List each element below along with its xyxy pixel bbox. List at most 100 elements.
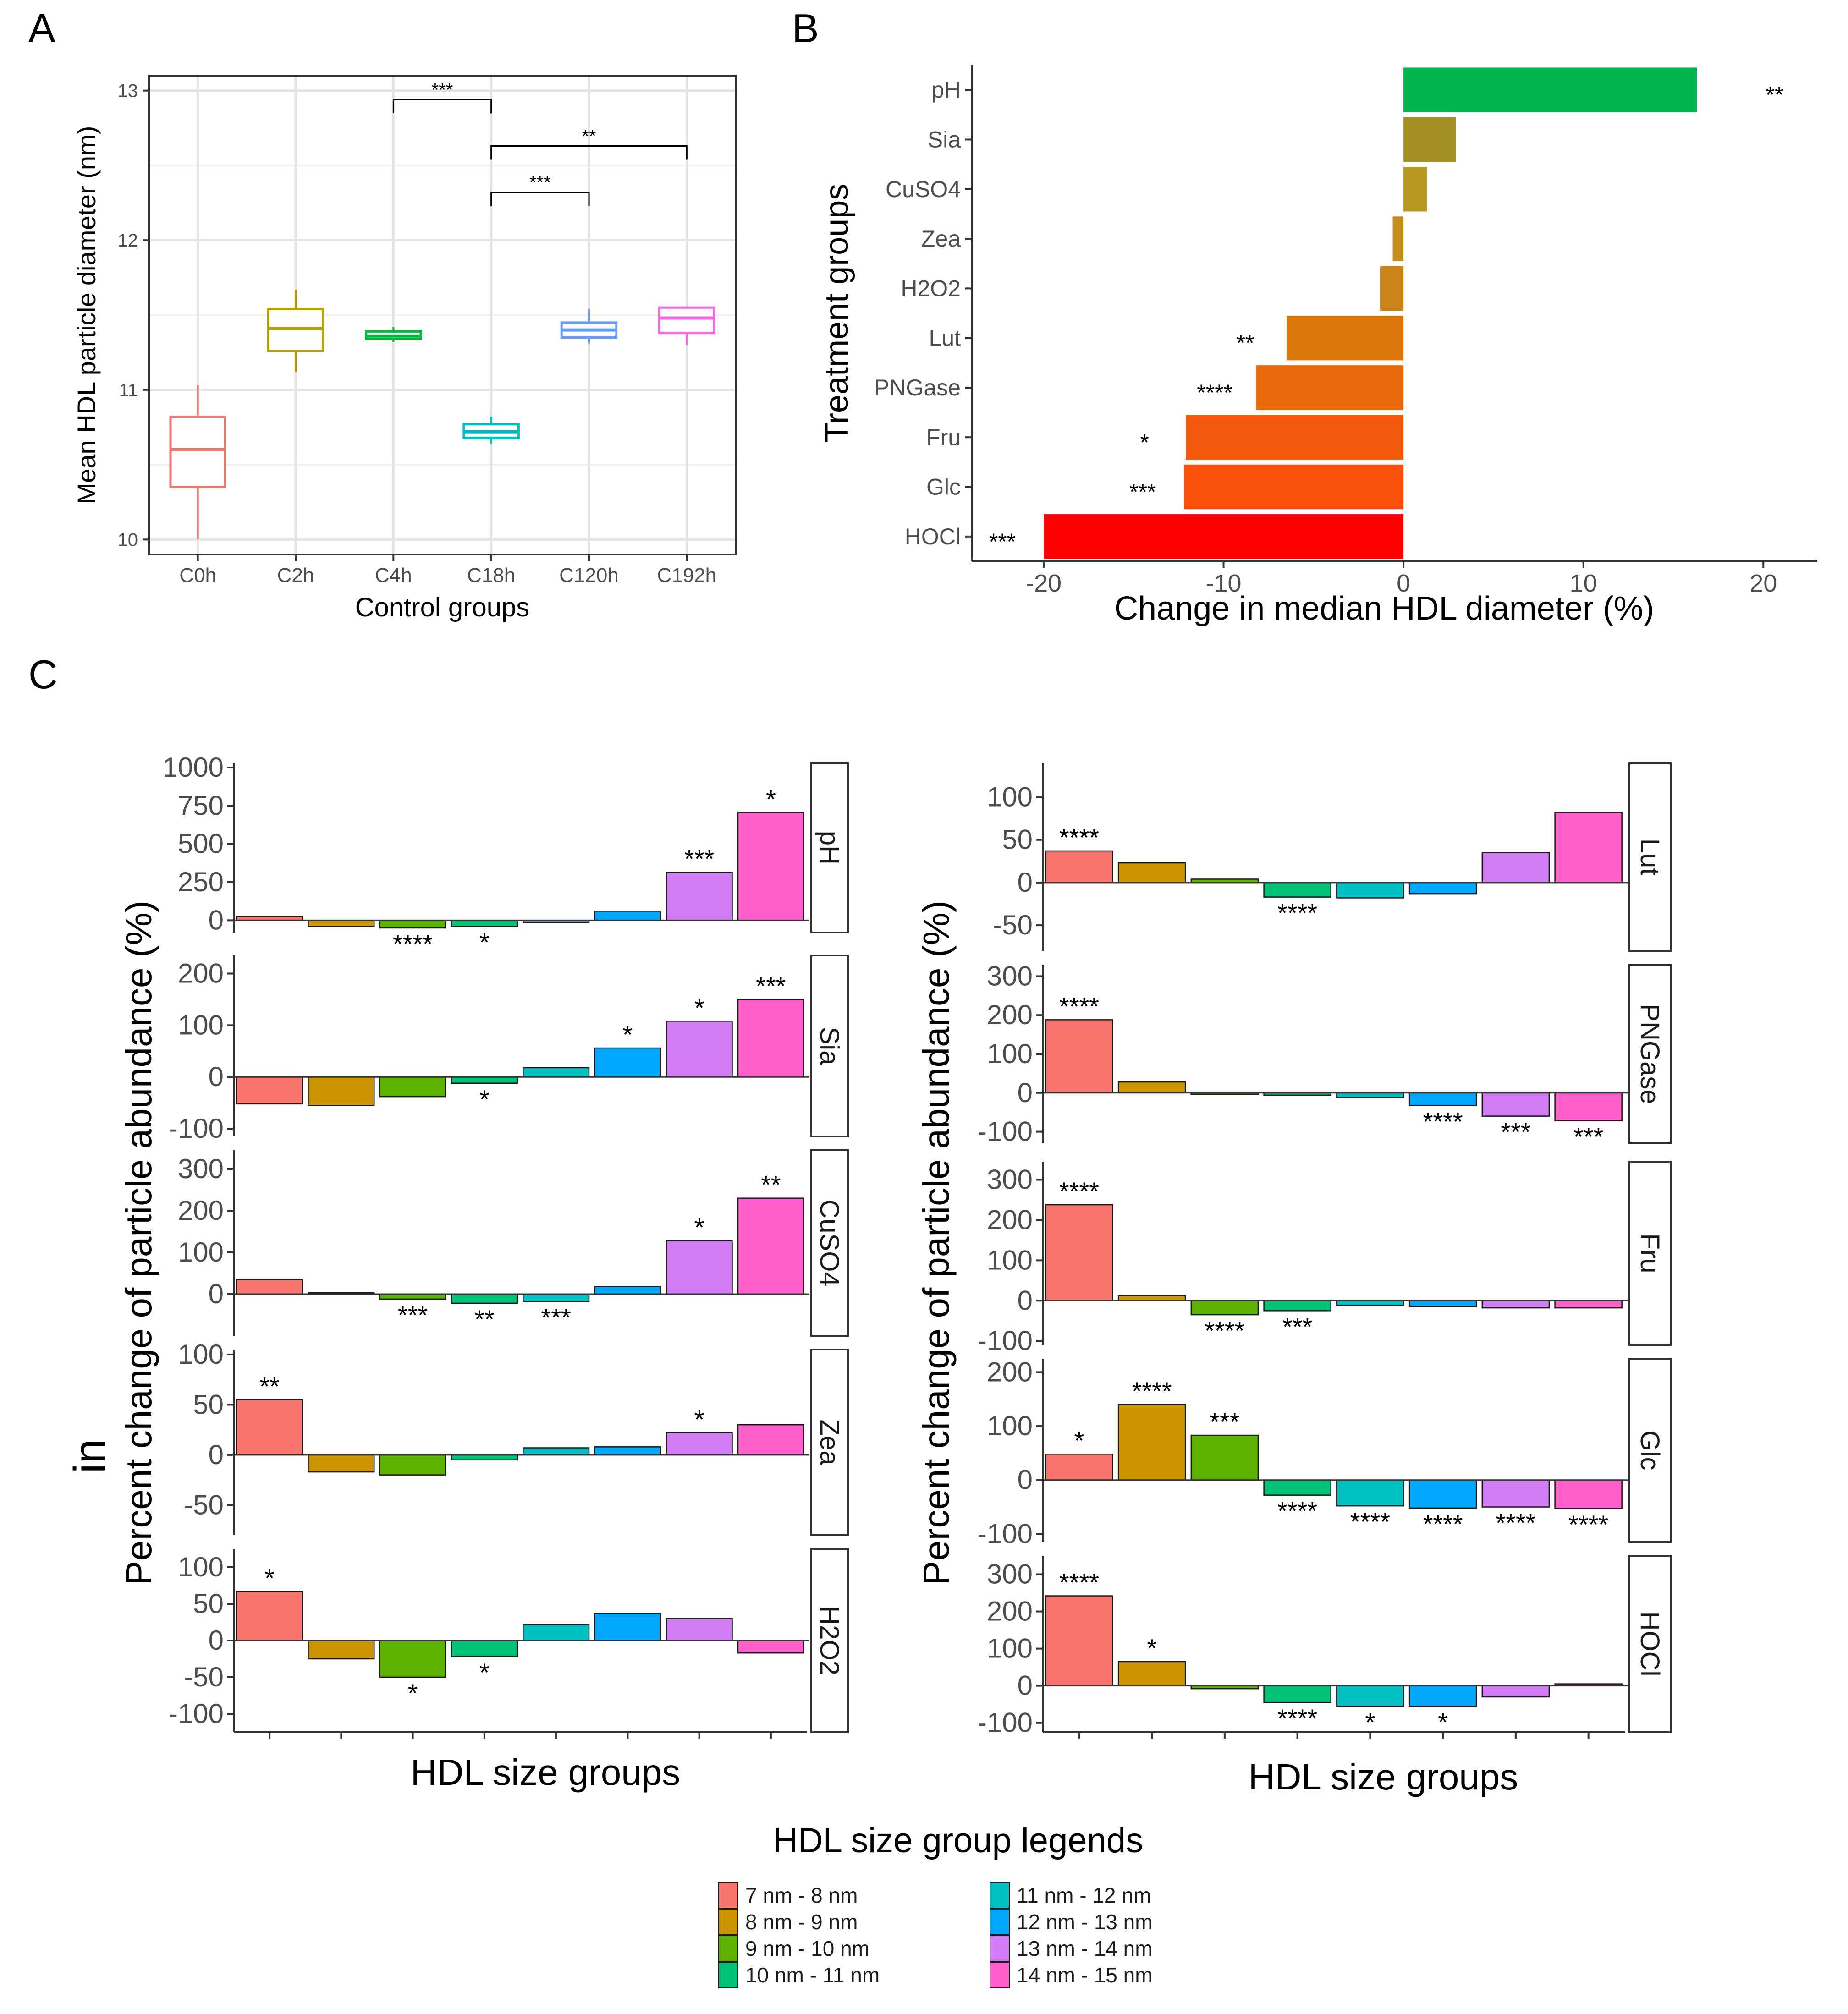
facet-bar — [666, 872, 733, 921]
facet-significance-label: * — [479, 1085, 490, 1114]
facet-significance-label: *** — [1501, 1118, 1530, 1147]
facet-strip-label: Glc — [1635, 1431, 1665, 1471]
significance-label-b: ** — [1766, 82, 1784, 108]
x-axis-title-c-right: HDL size groups — [1248, 1756, 1518, 1797]
significance-label-b: *** — [1129, 479, 1156, 505]
legend-swatch — [718, 1882, 738, 1909]
facet-significance-label: ** — [259, 1372, 280, 1400]
x-tick-label-a: C192h — [657, 564, 716, 587]
facet-bar — [1263, 1300, 1331, 1312]
facet-bar — [737, 1640, 804, 1654]
facet-bar — [666, 1432, 733, 1456]
facet-bar — [236, 1279, 303, 1295]
facet-significance-label: * — [479, 928, 490, 957]
facet-significance-label: * — [766, 785, 776, 813]
facet-bar — [737, 999, 804, 1078]
facet-significance-label: **** — [1059, 992, 1099, 1021]
y-tick-label-a: 13 — [118, 81, 138, 101]
facet-bar — [236, 1399, 303, 1456]
facet-significance-label: ** — [761, 1170, 781, 1199]
facet-strip — [810, 955, 849, 1137]
facet-bar — [1408, 882, 1477, 895]
facet-strip-label: Lut — [1635, 839, 1665, 876]
facet-significance-label: **** — [1423, 1107, 1463, 1136]
panel-label-a: A — [28, 5, 55, 51]
facet-y-tick-label: 300 — [987, 1559, 1033, 1590]
significance-label: *** — [432, 80, 453, 100]
facet-bar — [1481, 1092, 1550, 1117]
facet-bar — [1408, 1685, 1477, 1707]
x-tick-label-a: C18h — [467, 564, 515, 587]
facet-significance-label: * — [1365, 1707, 1375, 1736]
facet-significance-label: * — [1438, 1707, 1448, 1736]
facet-bar — [1117, 1404, 1186, 1481]
facet-bar — [1408, 1300, 1477, 1307]
facet-significance-label: * — [694, 1405, 704, 1434]
facet-bar — [236, 1591, 303, 1641]
facet-y-tick-label: 300 — [987, 960, 1033, 991]
facet-y-tick-label: 200 — [987, 999, 1033, 1030]
facet-bar — [1481, 1685, 1550, 1698]
category-label-b: Zea — [921, 226, 961, 252]
x-tick-label-b: 0 — [1397, 570, 1410, 597]
facet-bar — [1117, 1661, 1186, 1686]
facet-y-tick-label: 100 — [178, 1339, 224, 1370]
facet-bar — [522, 1067, 590, 1078]
x-tick-label-a: C0h — [179, 564, 216, 587]
facet-y-tick-label: 100 — [178, 1237, 224, 1268]
facet-significance-label: * — [622, 1020, 632, 1049]
facet-significance-label: * — [694, 1213, 704, 1241]
facet-bar — [1408, 1479, 1477, 1509]
facet-significance-label: **** — [1568, 1510, 1608, 1539]
facet-bar — [666, 1021, 733, 1078]
facet-bar — [1408, 1092, 1477, 1107]
facet-bar — [1045, 1204, 1113, 1301]
facet-significance-label: * — [264, 1564, 275, 1592]
category-label-b: CuSO4 — [886, 176, 961, 202]
facet-bar — [1045, 1595, 1113, 1686]
facet-y-tick-label: 50 — [1002, 824, 1033, 855]
facet-y-tick-label: 0 — [209, 905, 224, 935]
panel-b-barchart: pH ** Sia CuSO4 Zea H2O2 Lut ** PNGase **** Fru * Gl… — [819, 65, 1817, 627]
significance-bracket — [490, 192, 590, 206]
significance-bracket — [490, 145, 688, 160]
facet-y-tick-label: 100 — [987, 1633, 1033, 1664]
facet-y-tick-label: 0 — [209, 1439, 224, 1470]
facet-bar — [594, 1446, 661, 1456]
x-tick-label-a: C120h — [559, 564, 619, 587]
x-tick-label-b: -10 — [1206, 570, 1242, 597]
legend-label: 14 nm - 15 nm — [1017, 1963, 1153, 1987]
facet-lut: -50 0 50 100 **** **** Lut — [987, 762, 1672, 952]
facet-significance-label: *** — [398, 1301, 428, 1329]
facet-y-tick-label: -50 — [184, 1662, 224, 1692]
facet-strip-label: H2O2 — [814, 1606, 844, 1675]
facet-y-tick-label: 200 — [178, 958, 224, 989]
facet-y-tick-label: 200 — [178, 1195, 224, 1226]
significance-label-b: * — [1140, 429, 1149, 455]
facet-bar — [451, 1454, 518, 1461]
facet-significance-label: **** — [1277, 899, 1317, 927]
legend-label: 12 nm - 13 nm — [1017, 1910, 1153, 1934]
category-label-b: H2O2 — [901, 275, 961, 301]
facet-bar — [1554, 1479, 1622, 1509]
facet-significance-label: * — [479, 1658, 490, 1687]
x-axis-title-a: Control groups — [355, 593, 529, 622]
facet-bar — [1190, 1300, 1259, 1316]
facet-strip-label: pH — [814, 831, 844, 865]
facet-strip-label: HOCl — [1635, 1612, 1665, 1677]
legend-swatch — [990, 1935, 1010, 1962]
facet-significance-label: **** — [1059, 1568, 1099, 1597]
significance-bracket — [392, 99, 492, 114]
facet-bar — [1263, 1685, 1331, 1703]
significance-label: ** — [582, 126, 596, 146]
facet-significance-label: *** — [1282, 1312, 1312, 1341]
facet-y-tick-label: 1000 — [163, 752, 224, 783]
facet-bar — [1117, 1295, 1186, 1301]
bar-pngase — [1256, 365, 1404, 410]
bar-sia — [1403, 117, 1456, 162]
facet-bar — [379, 1640, 446, 1678]
